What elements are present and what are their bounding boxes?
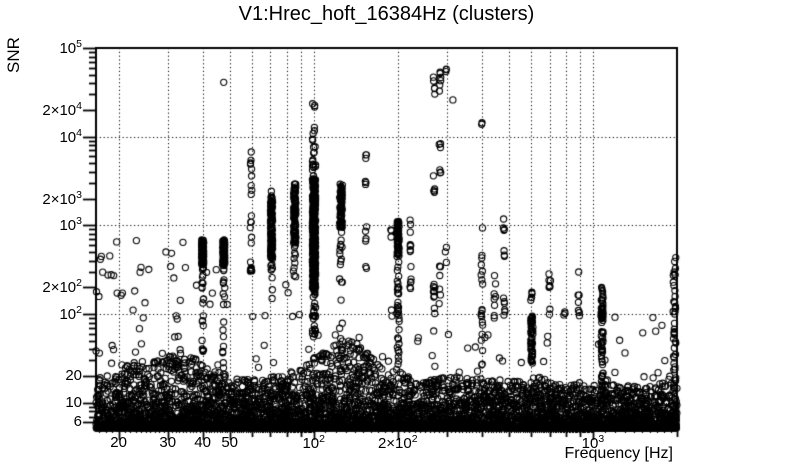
x-axis-title: Frequency [Hz] — [564, 445, 673, 462]
y-tick-label: 2×102 — [42, 277, 82, 297]
y-tick-label: 102 — [59, 304, 82, 324]
x-tick-label: 103 — [581, 433, 605, 452]
x-tick-label: 30 — [159, 434, 177, 451]
x-tick-label: 50 — [221, 434, 239, 451]
x-tick-label: 20 — [110, 434, 127, 451]
y-tick-label: 2×104 — [42, 100, 82, 119]
y-tick-label: 104 — [59, 126, 82, 146]
y-tick-label: 103 — [59, 215, 82, 235]
y-tick-label: 6 — [73, 413, 82, 431]
x-tick-label: 102 — [302, 433, 325, 452]
y-tick-label: 20 — [65, 367, 82, 385]
y-tick-label: 2×103 — [42, 188, 82, 208]
y-tick-label: 105 — [59, 38, 82, 57]
y-tick-label: 10 — [65, 393, 82, 411]
x-tick-label: 40 — [194, 434, 211, 451]
chart-title: V1:Hrec_hoft_16384Hz (clusters) — [238, 3, 535, 25]
x-tick-label: 2×102 — [377, 433, 418, 452]
